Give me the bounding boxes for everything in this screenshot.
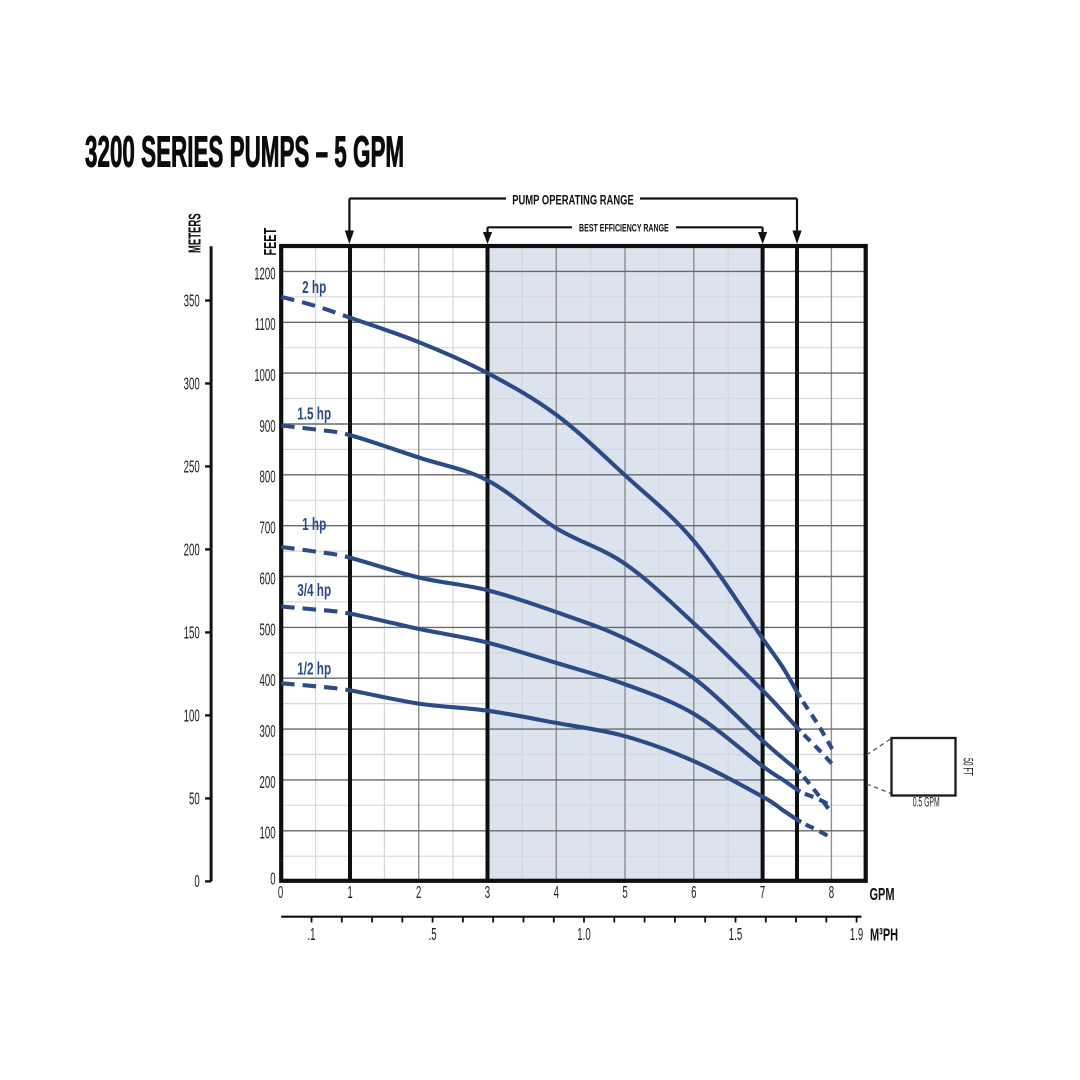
svg-text:METERS: METERS xyxy=(185,213,205,253)
svg-text:6: 6 xyxy=(691,882,696,902)
svg-text:300: 300 xyxy=(184,374,200,394)
svg-text:.1: .1 xyxy=(307,924,315,944)
svg-text:3/4 hp: 3/4 hp xyxy=(297,582,331,601)
svg-text:100: 100 xyxy=(260,823,276,843)
svg-text:0.5 GPM: 0.5 GPM xyxy=(913,795,940,810)
svg-text:0: 0 xyxy=(278,882,283,902)
svg-text:1: 1 xyxy=(347,882,352,902)
svg-text:2 hp: 2 hp xyxy=(302,279,326,298)
svg-text:BEST EFFICIENCY RANGE: BEST EFFICIENCY RANGE xyxy=(579,222,669,234)
svg-text:400: 400 xyxy=(260,670,276,690)
svg-text:8: 8 xyxy=(829,882,834,902)
svg-text:800: 800 xyxy=(260,467,276,487)
svg-text:GPM: GPM xyxy=(870,885,895,904)
svg-text:100: 100 xyxy=(184,705,200,725)
svg-text:200: 200 xyxy=(260,772,276,792)
svg-text:1000: 1000 xyxy=(254,365,275,385)
svg-text:600: 600 xyxy=(260,568,276,588)
svg-text:4: 4 xyxy=(554,882,559,902)
svg-text:FEET: FEET xyxy=(261,228,280,256)
svg-text:PUMP OPERATING RANGE: PUMP OPERATING RANGE xyxy=(512,191,634,207)
svg-text:7: 7 xyxy=(760,882,765,902)
svg-text:M³PH: M³PH xyxy=(870,926,898,945)
svg-text:1200: 1200 xyxy=(254,263,275,283)
svg-text:500: 500 xyxy=(260,619,276,639)
svg-text:200: 200 xyxy=(184,539,200,559)
svg-text:3200 SERIES PUMPS – 5 GPM: 3200 SERIES PUMPS – 5 GPM xyxy=(85,127,404,176)
svg-text:1.0: 1.0 xyxy=(577,924,590,944)
svg-text:1/2 hp: 1/2 hp xyxy=(297,660,331,679)
svg-text:50: 50 xyxy=(189,788,200,808)
svg-text:5: 5 xyxy=(622,882,627,902)
svg-text:300: 300 xyxy=(260,721,276,741)
svg-text:1 hp: 1 hp xyxy=(302,516,326,535)
svg-text:1.5 hp: 1.5 hp xyxy=(297,405,331,424)
svg-text:1100: 1100 xyxy=(255,314,276,334)
svg-text:900: 900 xyxy=(260,416,276,436)
svg-text:150: 150 xyxy=(184,622,200,642)
svg-text:700: 700 xyxy=(260,517,276,537)
svg-text:0: 0 xyxy=(194,871,199,891)
svg-text:.5: .5 xyxy=(429,924,437,944)
svg-text:1.9: 1.9 xyxy=(850,924,863,944)
svg-text:350: 350 xyxy=(184,291,200,311)
svg-text:1.5: 1.5 xyxy=(729,924,742,944)
svg-text:3: 3 xyxy=(485,882,490,902)
svg-text:250: 250 xyxy=(184,456,200,476)
svg-text:0: 0 xyxy=(270,868,275,888)
svg-text:2: 2 xyxy=(416,882,421,902)
svg-text:50 FT: 50 FT xyxy=(960,758,975,776)
